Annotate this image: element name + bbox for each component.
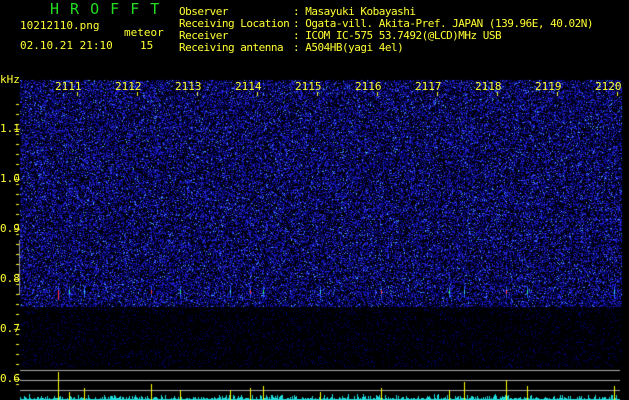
meteor-count: 15: [140, 39, 154, 52]
x-tick-label: 2118: [475, 80, 502, 93]
location-label: Receiving Location: [179, 17, 290, 30]
y-tick-label: 0.7: [0, 322, 20, 335]
antenna-label: Receiving antenna: [179, 41, 284, 54]
x-tick-label: 2111: [55, 80, 82, 93]
app-title: H R O F F T: [50, 0, 161, 18]
x-tick-label: 2112: [115, 80, 142, 93]
y-tick-label: 0.9: [0, 222, 20, 235]
x-tick-label: 2120: [595, 80, 622, 93]
datetime: 02.10.21 21:10: [20, 39, 113, 52]
y-tick-label: 0.6: [0, 372, 20, 385]
y-tick-label: 0.8: [0, 272, 20, 285]
y-tick-label: 1.1: [0, 122, 20, 135]
x-tick-label: 2119: [535, 80, 562, 93]
x-tick-label: 2113: [175, 80, 202, 93]
antenna-value: : A504HB(yagi 4el): [293, 41, 404, 54]
y-tick-label: 1.0: [0, 172, 20, 185]
x-tick-label: 2114: [235, 80, 262, 93]
location-value: : Ogata-vill. Akita-Pref. JAPAN (139.96E…: [293, 17, 594, 30]
x-tick-label: 2116: [355, 80, 382, 93]
observer-label: Observer: [179, 5, 228, 18]
meteor-label: meteor: [124, 26, 164, 39]
receiver-value: : ICOM IC-575 53.7492(@LCD)MHz USB: [293, 29, 502, 42]
y-axis-unit: kHz: [0, 73, 20, 86]
x-tick-label: 2115: [295, 80, 322, 93]
receiver-label: Receiver: [179, 29, 228, 42]
x-tick-label: 2117: [415, 80, 442, 93]
observer-value: : Masayuki Kobayashi: [293, 5, 416, 18]
filename: 10212110.png: [20, 19, 100, 32]
